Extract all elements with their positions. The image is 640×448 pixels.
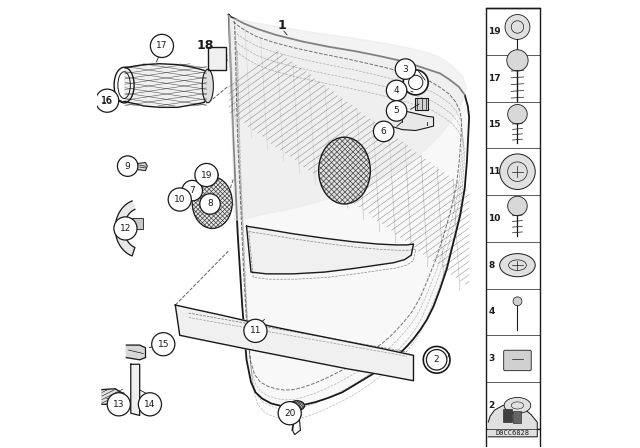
Text: 19: 19 (488, 27, 501, 36)
Circle shape (396, 59, 416, 79)
Text: 2: 2 (488, 401, 495, 410)
Circle shape (138, 393, 161, 416)
Text: 16: 16 (101, 96, 113, 105)
Text: 11: 11 (250, 326, 261, 336)
Bar (486, 429, 540, 448)
Circle shape (244, 319, 267, 342)
Text: 6: 6 (381, 127, 387, 136)
Text: 7: 7 (189, 186, 195, 195)
Text: 18: 18 (196, 39, 214, 52)
Circle shape (95, 89, 119, 112)
Circle shape (150, 34, 173, 57)
Ellipse shape (202, 69, 213, 103)
Polygon shape (124, 64, 209, 108)
Text: 9: 9 (125, 162, 131, 171)
Polygon shape (228, 15, 466, 220)
Text: 16: 16 (101, 96, 113, 106)
Text: 20: 20 (284, 409, 296, 418)
Ellipse shape (504, 397, 531, 414)
Text: 14: 14 (144, 400, 156, 409)
Bar (504, 409, 513, 422)
Text: 10: 10 (488, 214, 500, 223)
Ellipse shape (192, 177, 232, 228)
Bar (513, 411, 521, 423)
Text: 8: 8 (207, 199, 213, 208)
Ellipse shape (500, 254, 535, 277)
Circle shape (168, 188, 191, 211)
Polygon shape (102, 389, 124, 404)
Text: 17: 17 (156, 41, 168, 51)
Circle shape (180, 188, 191, 199)
Circle shape (387, 101, 407, 121)
Circle shape (508, 104, 527, 124)
Text: 13: 13 (113, 400, 125, 409)
Circle shape (403, 70, 428, 95)
Circle shape (508, 196, 527, 216)
Circle shape (505, 14, 530, 39)
Polygon shape (131, 364, 140, 415)
Circle shape (278, 402, 301, 425)
Polygon shape (136, 163, 147, 171)
Polygon shape (228, 15, 469, 406)
Ellipse shape (289, 401, 305, 410)
Text: 2: 2 (434, 355, 440, 364)
Text: 15: 15 (488, 121, 500, 129)
Circle shape (107, 393, 131, 416)
Polygon shape (126, 345, 145, 360)
Polygon shape (488, 404, 537, 437)
Text: 4: 4 (394, 86, 399, 95)
Bar (126, 218, 143, 229)
Circle shape (387, 80, 407, 101)
Circle shape (212, 172, 217, 177)
Circle shape (426, 349, 447, 370)
Circle shape (117, 156, 138, 177)
Polygon shape (175, 305, 413, 381)
Text: 3: 3 (403, 65, 408, 73)
Text: 12: 12 (120, 224, 131, 233)
Circle shape (423, 346, 450, 373)
Circle shape (373, 121, 394, 142)
Text: 8: 8 (488, 261, 495, 270)
Text: 17: 17 (488, 73, 501, 83)
Circle shape (114, 217, 137, 240)
Polygon shape (394, 108, 433, 130)
Text: 11: 11 (488, 167, 500, 176)
Text: 15: 15 (157, 340, 169, 349)
Text: D0CC6828: D0CC6828 (496, 431, 530, 436)
Text: 3: 3 (488, 354, 495, 363)
Text: 4: 4 (488, 307, 495, 316)
Circle shape (152, 332, 175, 356)
Polygon shape (115, 201, 135, 256)
Bar (415, 98, 428, 111)
Circle shape (195, 164, 218, 187)
Text: 1: 1 (278, 19, 287, 32)
Circle shape (182, 181, 202, 201)
Text: 10: 10 (174, 195, 186, 204)
Circle shape (507, 50, 528, 71)
Text: 5: 5 (394, 107, 399, 116)
Ellipse shape (319, 137, 371, 204)
Bar (208, 47, 226, 70)
Bar (486, 8, 540, 429)
Circle shape (513, 297, 522, 306)
Circle shape (500, 154, 535, 190)
Circle shape (200, 194, 220, 214)
Polygon shape (246, 226, 413, 274)
Text: 19: 19 (201, 171, 212, 180)
FancyBboxPatch shape (504, 350, 531, 370)
